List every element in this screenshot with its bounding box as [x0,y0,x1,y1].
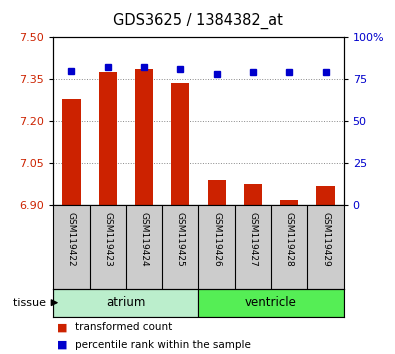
Bar [207,180,226,205]
Text: GSM119422: GSM119422 [67,212,76,267]
Text: GSM119428: GSM119428 [285,212,294,267]
Bar [244,184,262,205]
Text: transformed count: transformed count [75,322,172,332]
Text: GDS3625 / 1384382_at: GDS3625 / 1384382_at [113,12,282,29]
Text: GSM119427: GSM119427 [248,212,258,267]
Text: ventricle: ventricle [245,296,297,309]
Text: atrium: atrium [106,296,146,309]
Bar [135,69,153,205]
Text: GSM119426: GSM119426 [212,212,221,267]
Text: GSM119429: GSM119429 [321,212,330,267]
Bar [280,200,298,205]
Text: GSM119425: GSM119425 [176,212,185,267]
Text: ■: ■ [57,340,68,350]
Bar [171,84,190,205]
Bar [99,72,117,205]
Bar [199,289,344,317]
Bar [316,186,335,205]
Text: tissue: tissue [13,298,49,308]
Text: ■: ■ [57,322,68,332]
Text: GSM119424: GSM119424 [139,212,149,267]
Text: GSM119423: GSM119423 [103,212,112,267]
Text: percentile rank within the sample: percentile rank within the sample [75,340,251,350]
Bar [62,99,81,205]
Bar [53,289,199,317]
